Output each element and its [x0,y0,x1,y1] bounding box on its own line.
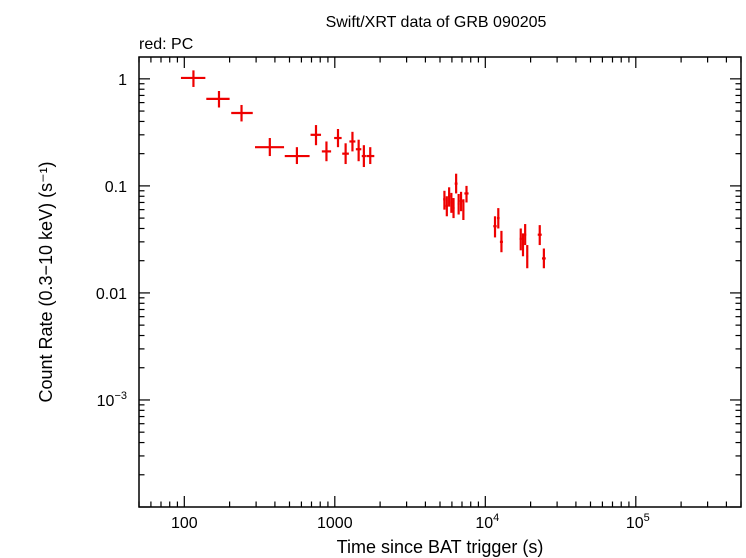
data-point [445,196,448,217]
data-points [180,70,546,269]
x-tick-label: 104 [475,512,499,532]
y-tick-label: 10−3 [97,390,127,410]
data-point [342,143,349,165]
chart-subtitle: red: PC [139,36,193,53]
data-point [496,208,500,229]
y-tick-label: 0.1 [105,179,127,196]
data-point [462,199,465,221]
data-point [454,173,458,194]
x-tick-label: 105 [626,512,650,532]
data-point [443,190,446,210]
chart-title: Swift/XRT data of GRB 090205 [326,14,547,31]
data-point [457,193,460,215]
data-point [524,224,527,246]
data-point [366,147,375,165]
y-tick-label: 1 [118,72,127,89]
data-point [537,225,542,246]
data-point [355,139,362,162]
data-point [450,192,453,213]
data-point [464,185,469,203]
data-point [349,131,356,152]
data-point [334,128,342,148]
data-point [284,147,310,165]
data-point [526,245,529,269]
data-point [206,90,230,108]
data-point [447,187,451,207]
data-point [321,141,332,162]
data-point [493,216,497,238]
data-point [521,233,525,257]
y-tick-label: 0.01 [96,286,127,303]
data-point [255,138,285,157]
x-axis-label: Time since BAT trigger (s) [337,537,544,557]
y-axis-label: Count Rate (0.3−10 keV) (s⁻¹) [36,161,56,402]
data-point [231,104,253,122]
data-point [180,70,206,87]
data-point [541,248,546,269]
data-point [499,230,503,253]
x-tick-label: 1000 [317,515,353,532]
data-point [519,228,522,251]
data-point [310,125,322,146]
x-tick-labels: 100 1000 104 105 [171,512,650,532]
data-point [459,191,463,212]
y-tick-labels: 1 0.1 0.01 10−3 [96,72,127,410]
data-point [452,198,455,219]
x-tick-label: 100 [171,515,198,532]
data-point [361,145,366,168]
axis-ticks [138,57,742,508]
plot-frame [138,56,742,508]
